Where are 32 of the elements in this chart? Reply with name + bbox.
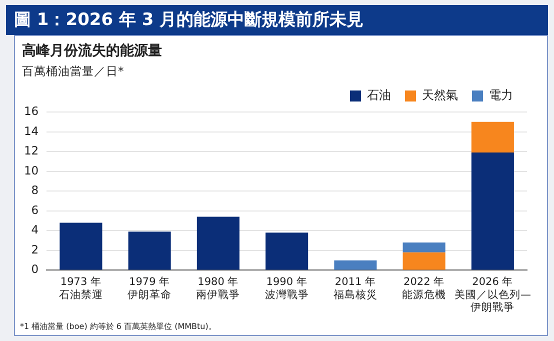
y-tick-label: 12 (24, 144, 39, 158)
legend-label: 石油 (367, 88, 391, 102)
text: *1 桶油當量 (boe) 約等於 6 百萬英熱單位 (MMBtu)。 (20, 321, 216, 332)
legend-label: 天然氣 (422, 88, 458, 102)
x-tick-label: 2026 年美國／以色列—伊朗戰爭 (454, 276, 531, 314)
bar (471, 152, 514, 270)
x-tick-label: 1973 年石油禁運 (58, 276, 103, 301)
bar (196, 216, 240, 270)
legend-label: 電力 (489, 88, 513, 102)
x-tick-label: 2022 年能源危機 (402, 276, 446, 301)
y-tick-label: 0 (31, 262, 39, 276)
y-tick-label: 6 (31, 202, 39, 217)
y-tick-label: 8 (31, 183, 39, 198)
y-tick-label: 16 (24, 104, 39, 118)
bar (402, 242, 446, 252)
x-tick-label: 1979 年伊朗革命 (128, 276, 172, 301)
bar (334, 260, 377, 270)
bar (402, 252, 446, 270)
chart-title: 圖 1：2026 年 3 月的能源中斷規模前所未見 (6, 5, 548, 35)
chart-subtitle: 高峰月份流失的能源量 (22, 42, 162, 60)
bar (266, 232, 308, 270)
y-tick-label: 10 (24, 163, 39, 178)
y-tick-label: 2 (31, 242, 39, 256)
y-tick-label: 14 (24, 124, 39, 138)
x-tick-label: 1990 年波灣戰爭 (264, 276, 309, 301)
x-tick-label: 2011 年福島核災 (333, 276, 378, 301)
bar (60, 222, 102, 270)
x-tick-label: 1980 年兩伊戰爭 (196, 276, 240, 301)
bar (128, 232, 171, 270)
y-tick-label: 4 (31, 222, 39, 237)
y-axis-title: 百萬桶油當量／日* (22, 64, 124, 79)
bar (471, 122, 514, 153)
